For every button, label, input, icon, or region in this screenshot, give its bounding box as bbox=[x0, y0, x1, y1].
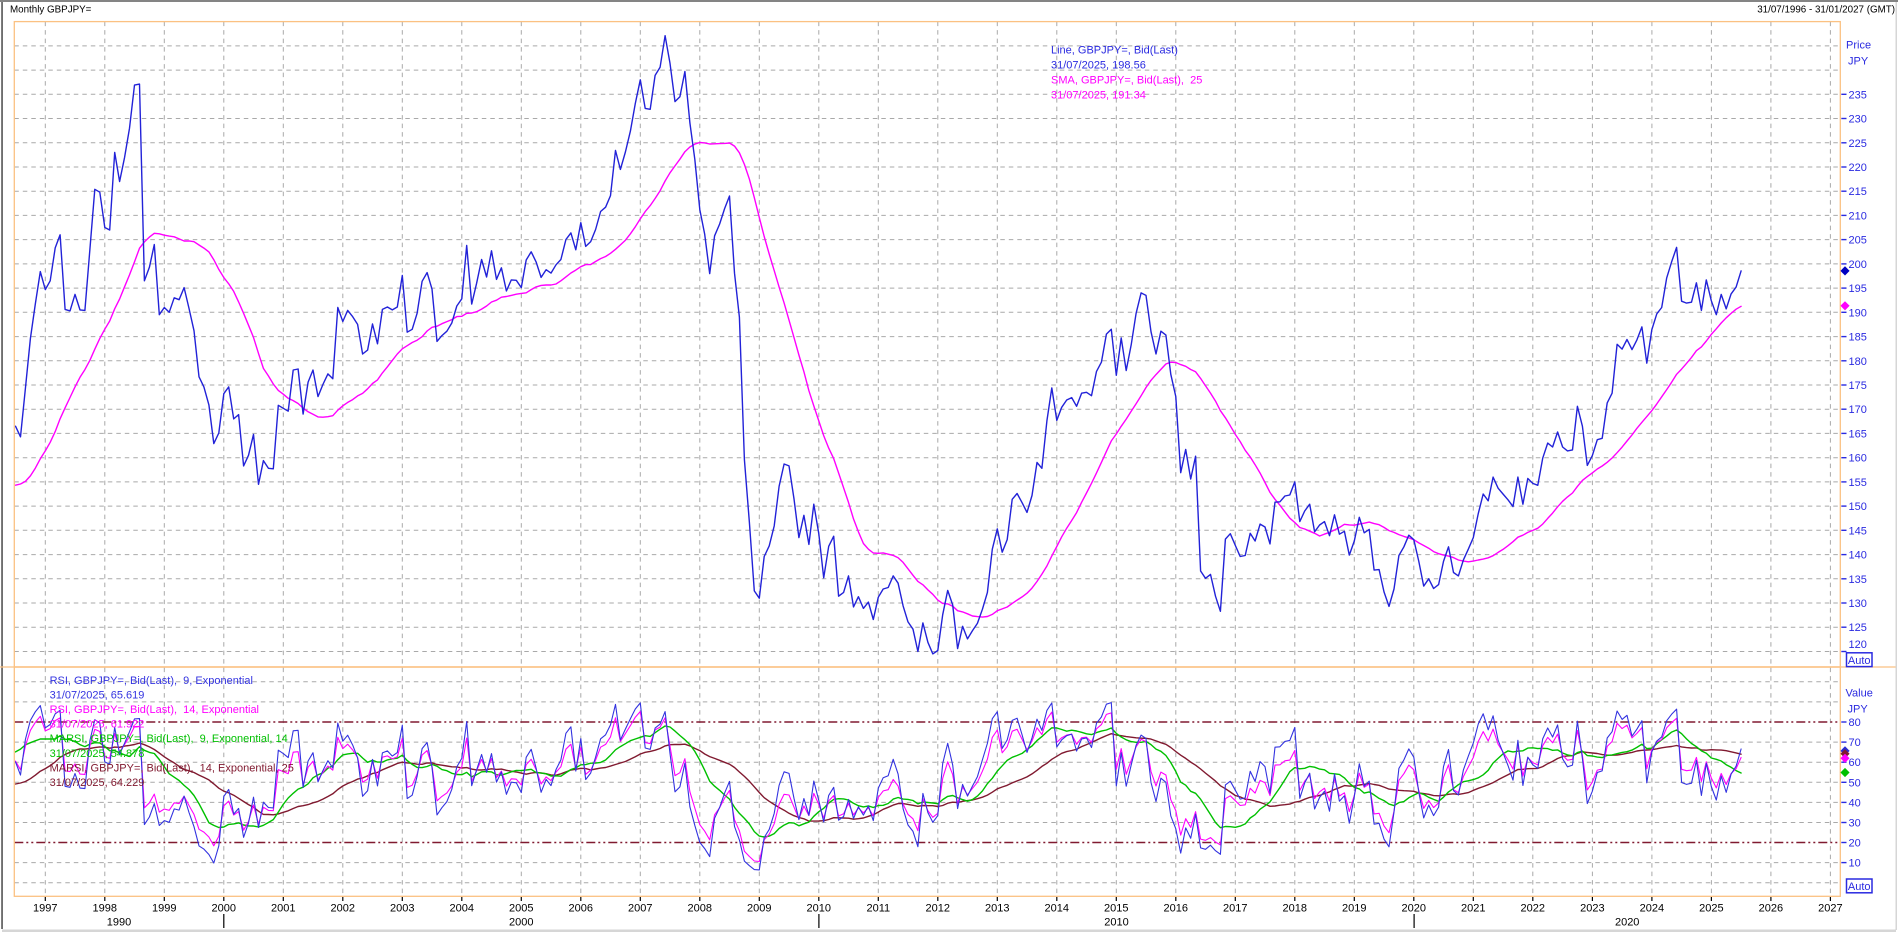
svg-text:205: 205 bbox=[1849, 235, 1867, 247]
svg-text:31/07/2025, 65.619: 31/07/2025, 65.619 bbox=[50, 689, 145, 701]
svg-text:31/07/1996 - 31/01/2027 (GMT): 31/07/1996 - 31/01/2027 (GMT) bbox=[1757, 5, 1895, 16]
svg-text:2019: 2019 bbox=[1342, 903, 1366, 915]
svg-text:2011: 2011 bbox=[866, 903, 890, 915]
svg-text:50: 50 bbox=[1849, 777, 1861, 789]
svg-text:210: 210 bbox=[1849, 210, 1867, 222]
svg-text:140: 140 bbox=[1849, 550, 1867, 562]
svg-text:2016: 2016 bbox=[1164, 903, 1188, 915]
svg-text:31/07/2025, 54.878: 31/07/2025, 54.878 bbox=[50, 748, 145, 760]
svg-text:Line, GBPJPY=, Bid(Last): Line, GBPJPY=, Bid(Last) bbox=[1051, 44, 1178, 56]
svg-text:2013: 2013 bbox=[985, 903, 1009, 915]
svg-text:195: 195 bbox=[1849, 283, 1867, 295]
svg-text:2018: 2018 bbox=[1283, 903, 1307, 915]
svg-text:225: 225 bbox=[1849, 138, 1867, 150]
svg-text:185: 185 bbox=[1849, 332, 1867, 344]
svg-text:190: 190 bbox=[1849, 307, 1867, 319]
svg-text:175: 175 bbox=[1849, 380, 1867, 392]
svg-text:20: 20 bbox=[1849, 838, 1861, 850]
svg-text:2014: 2014 bbox=[1045, 903, 1069, 915]
svg-text:2022: 2022 bbox=[1521, 903, 1545, 915]
svg-text:125: 125 bbox=[1849, 622, 1867, 634]
svg-text:2006: 2006 bbox=[569, 903, 593, 915]
svg-text:40: 40 bbox=[1849, 797, 1861, 809]
svg-text:230: 230 bbox=[1849, 114, 1867, 126]
svg-text:Auto: Auto bbox=[1848, 881, 1871, 893]
svg-text:2020: 2020 bbox=[1615, 917, 1639, 929]
svg-text:2008: 2008 bbox=[688, 903, 712, 915]
svg-text:RSI, GBPJPY=, Bid(Last), 9, E: RSI, GBPJPY=, Bid(Last), 9, Exponential bbox=[50, 675, 253, 687]
svg-text:120: 120 bbox=[1849, 639, 1867, 651]
svg-text:2000: 2000 bbox=[509, 917, 533, 929]
svg-text:80: 80 bbox=[1849, 717, 1861, 729]
svg-text:Auto: Auto bbox=[1848, 655, 1871, 667]
svg-text:60: 60 bbox=[1849, 757, 1861, 769]
svg-text:2009: 2009 bbox=[747, 903, 771, 915]
svg-text:2004: 2004 bbox=[450, 903, 474, 915]
svg-text:235: 235 bbox=[1849, 89, 1867, 101]
svg-text:2015: 2015 bbox=[1104, 903, 1128, 915]
svg-text:2000: 2000 bbox=[212, 903, 236, 915]
svg-text:JPY: JPY bbox=[1848, 704, 1869, 716]
svg-text:2026: 2026 bbox=[1759, 903, 1783, 915]
svg-text:31/07/2025, 64.229: 31/07/2025, 64.229 bbox=[50, 777, 145, 789]
svg-text:150: 150 bbox=[1849, 501, 1867, 513]
svg-text:Monthly GBPJPY=: Monthly GBPJPY= bbox=[10, 5, 92, 16]
svg-text:70: 70 bbox=[1849, 737, 1861, 749]
svg-text:145: 145 bbox=[1849, 525, 1867, 537]
svg-text:2001: 2001 bbox=[271, 903, 295, 915]
svg-text:2023: 2023 bbox=[1580, 903, 1604, 915]
svg-text:200: 200 bbox=[1849, 259, 1867, 271]
svg-text:31/07/2025, 198.56: 31/07/2025, 198.56 bbox=[1051, 59, 1146, 71]
svg-text:31/07/2025, 191.34: 31/07/2025, 191.34 bbox=[1051, 89, 1146, 101]
svg-text:Value: Value bbox=[1846, 688, 1873, 700]
svg-text:1990: 1990 bbox=[107, 917, 131, 929]
svg-text:2007: 2007 bbox=[628, 903, 652, 915]
svg-text:160: 160 bbox=[1849, 453, 1867, 465]
svg-text:2021: 2021 bbox=[1461, 903, 1485, 915]
svg-text:130: 130 bbox=[1849, 598, 1867, 610]
svg-text:2003: 2003 bbox=[390, 903, 414, 915]
svg-text:2027: 2027 bbox=[1818, 903, 1842, 915]
svg-text:215: 215 bbox=[1849, 186, 1867, 198]
svg-text:1998: 1998 bbox=[93, 903, 117, 915]
svg-text:30: 30 bbox=[1849, 818, 1861, 830]
svg-text:2012: 2012 bbox=[926, 903, 950, 915]
svg-text:MARSI, GBPJPY=, Bid(Last), 14: MARSI, GBPJPY=, Bid(Last), 14, Exponenti… bbox=[50, 762, 294, 774]
svg-text:RSI, GBPJPY=, Bid(Last), 14,: RSI, GBPJPY=, Bid(Last), 14, Exponential bbox=[50, 704, 259, 716]
svg-text:2002: 2002 bbox=[331, 903, 355, 915]
svg-text:2005: 2005 bbox=[509, 903, 533, 915]
svg-text:135: 135 bbox=[1849, 574, 1867, 586]
svg-text:10: 10 bbox=[1849, 858, 1861, 870]
svg-text:220: 220 bbox=[1849, 162, 1867, 174]
svg-text:2010: 2010 bbox=[1104, 917, 1128, 929]
svg-text:165: 165 bbox=[1849, 428, 1867, 440]
svg-text:2010: 2010 bbox=[807, 903, 831, 915]
svg-text:Price: Price bbox=[1846, 40, 1871, 52]
svg-text:170: 170 bbox=[1849, 404, 1867, 416]
svg-text:JPY: JPY bbox=[1848, 56, 1869, 68]
svg-text:31/07/2025, 61.922: 31/07/2025, 61.922 bbox=[50, 719, 145, 731]
svg-text:1997: 1997 bbox=[33, 903, 57, 915]
svg-text:2017: 2017 bbox=[1223, 903, 1247, 915]
svg-text:2020: 2020 bbox=[1402, 903, 1426, 915]
svg-text:MARSI, GBPJPY=, Bid(Last), 9,: MARSI, GBPJPY=, Bid(Last), 9, Exponentia… bbox=[50, 733, 288, 745]
svg-text:2025: 2025 bbox=[1699, 903, 1723, 915]
svg-text:2024: 2024 bbox=[1640, 903, 1664, 915]
svg-text:SMA, GBPJPY=, Bid(Last), 25: SMA, GBPJPY=, Bid(Last), 25 bbox=[1051, 74, 1202, 86]
svg-text:180: 180 bbox=[1849, 356, 1867, 368]
svg-text:1999: 1999 bbox=[152, 903, 176, 915]
svg-text:155: 155 bbox=[1849, 477, 1867, 489]
